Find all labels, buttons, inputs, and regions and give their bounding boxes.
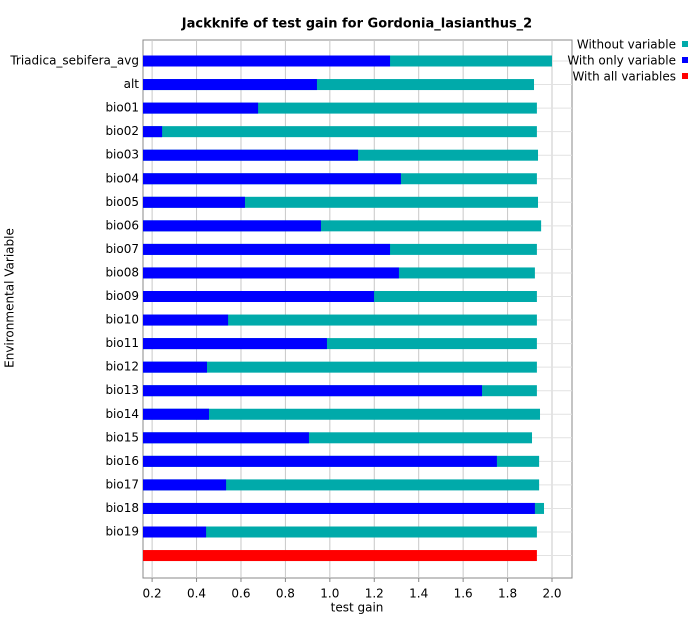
bar [143,102,537,114]
bar [143,455,497,467]
bar [143,550,537,562]
y-tick-label: bio14 [105,407,139,421]
bar [143,220,542,232]
bar [143,361,207,373]
y-tick-label: bio12 [105,360,139,374]
x-tick-label: 0.6 [231,587,250,601]
x-tick-label: 1.6 [454,587,473,601]
legend-label: With all variables [572,70,676,84]
y-tick-label: bio18 [105,501,139,515]
y-tick-label: bio07 [105,242,139,256]
y-tick-label: bio17 [105,477,139,491]
bar [143,361,537,373]
bar [143,79,317,91]
bar [143,267,399,279]
y-tick-label: Triadica_sebifera_avg [9,54,139,68]
x-tick-label: 1.4 [409,587,428,601]
chart-title: Jackknife of test gain for Gordonia_lasi… [181,17,532,32]
legend-label: With only variable [567,54,676,68]
x-tick-label: 0.8 [276,587,295,601]
bar [143,526,207,538]
bar [143,502,535,514]
bar [143,314,537,326]
bar [143,243,391,255]
x-axis-label: test gain [331,601,384,615]
legend-swatch [682,41,688,47]
bar [143,79,535,91]
bar [143,432,533,444]
x-tick-label: 0.4 [187,587,206,601]
bar [143,338,537,350]
bar [143,479,227,491]
y-tick-label: bio15 [105,430,139,444]
y-tick-label: bio01 [105,101,139,115]
y-tick-label: bio03 [105,148,139,162]
legend-swatch [682,57,688,63]
x-tick-label: 1.2 [365,587,384,601]
y-tick-label: alt [124,77,140,91]
bar [143,173,401,185]
y-tick-label: bio09 [105,289,139,303]
bar [143,479,540,491]
y-tick-label: bio10 [105,313,139,327]
bar [143,338,327,350]
legend-swatch [682,73,688,79]
y-tick-label: bio11 [105,336,139,350]
x-tick-label: 1.8 [498,587,517,601]
x-tick-label: 0.2 [143,587,162,601]
bar [143,196,245,208]
y-tick-label: bio05 [105,195,139,209]
legend-label: Without variable [577,38,676,52]
bar [143,526,537,538]
bar [143,196,539,208]
y-tick-label: bio16 [105,454,139,468]
bar [143,126,163,138]
bar [143,149,359,161]
bar [143,55,391,67]
bar [143,220,321,232]
y-axis-label: Environmental Variable [3,228,17,368]
y-tick-label: bio02 [105,124,139,138]
y-tick-label: bio06 [105,218,139,232]
y-tick-label: bio04 [105,171,139,185]
x-tick-label: 1.0 [320,587,339,601]
y-tick-label: bio13 [105,383,139,397]
y-tick-label: bio08 [105,265,139,279]
bar [143,408,541,420]
bar [143,102,259,114]
bar [143,408,209,420]
y-tick-label: bio19 [105,525,139,539]
bar [143,291,375,302]
bar [143,432,309,444]
bar [143,314,229,326]
bar [143,126,537,138]
x-tick-label: 2.0 [542,587,561,601]
bar [143,385,483,397]
